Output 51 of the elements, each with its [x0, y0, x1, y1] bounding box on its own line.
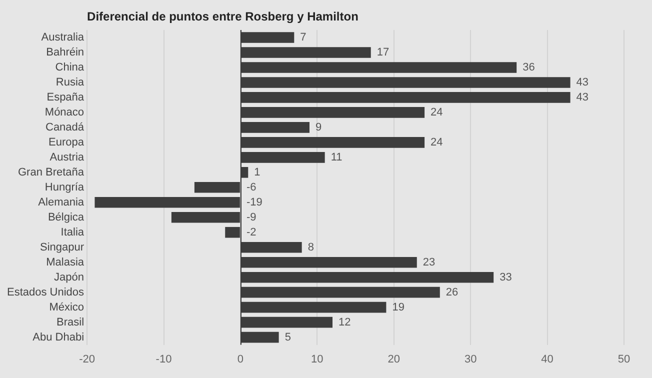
data-label: 33 — [500, 271, 512, 284]
data-label: -9 — [246, 211, 256, 224]
x-tick-label: -20 — [79, 353, 95, 366]
y-tick-label: Japón — [54, 271, 84, 284]
data-label: 17 — [376, 46, 390, 59]
chart-title: Diferencial de puntos entre Rosberg y Hamilton — [87, 9, 358, 24]
y-tick-label: México — [49, 301, 84, 314]
data-label: 1 — [254, 166, 260, 178]
y-tick-label: Italia — [60, 226, 85, 238]
data-label: 43 — [576, 91, 589, 104]
y-tick-label: Estados Unidos — [6, 286, 85, 298]
data-label: 24 — [430, 106, 443, 118]
data-label: 8 — [308, 241, 314, 254]
data-label: 19 — [392, 301, 404, 314]
y-tick-label: China — [55, 62, 85, 74]
data-label: 23 — [422, 256, 436, 268]
y-tick-label: Rusia — [56, 76, 85, 88]
data-label: 5 — [284, 331, 291, 344]
y-tick-label: Canadá — [45, 121, 85, 134]
data-label: 12 — [338, 316, 351, 328]
data-label: -19 — [246, 196, 262, 208]
y-tick-label: España — [46, 91, 85, 104]
data-label: 24 — [430, 136, 443, 148]
data-label: -6 — [246, 181, 256, 194]
data-label: 36 — [522, 62, 535, 74]
x-tick-label: 20 — [388, 353, 400, 366]
y-tick-label: Bahréin — [46, 46, 84, 59]
y-tick-label: Gran Bretaña — [18, 166, 85, 178]
x-tick-label: 10 — [311, 353, 324, 366]
x-tick-label: 0 — [237, 353, 244, 366]
x-tick-label: -10 — [156, 353, 172, 366]
x-tick-label: 30 — [464, 353, 477, 366]
y-tick-label: Abu Dhabi — [32, 331, 84, 344]
y-tick-label: Europa — [48, 136, 85, 148]
y-tick-label: Alemania — [38, 196, 85, 208]
y-tick-label: Brasil — [56, 316, 84, 328]
y-tick-label: Austria — [50, 151, 85, 164]
data-label: 7 — [300, 32, 306, 44]
y-tick-label: Hungría — [44, 181, 85, 194]
y-tick-label: Malasia — [46, 256, 85, 268]
y-tick-label: Singapur — [40, 241, 84, 254]
x-tick-label: 50 — [618, 353, 630, 366]
y-tick-label: Australia — [41, 32, 85, 44]
data-label: -2 — [246, 226, 256, 238]
data-label: 9 — [315, 121, 322, 134]
x-tick-label: 40 — [541, 353, 554, 366]
y-tick-label: Mónaco — [44, 106, 84, 118]
data-label: 11 — [330, 151, 342, 164]
data-label: 43 — [576, 76, 589, 88]
y-tick-label: Bélgica — [48, 211, 85, 224]
data-label: 26 — [446, 286, 458, 298]
